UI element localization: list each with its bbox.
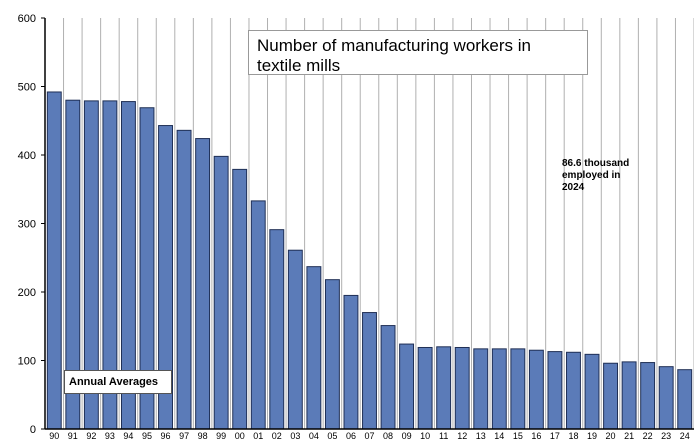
x-tick-label: 92 <box>86 431 96 439</box>
x-tick-label: 03 <box>290 431 300 439</box>
x-tick-label: 08 <box>383 431 393 439</box>
x-tick-label: 07 <box>364 431 374 439</box>
y-tick-label: 100 <box>18 356 36 368</box>
x-tick-label: 90 <box>49 431 59 439</box>
x-tick-label: 21 <box>624 431 634 439</box>
x-tick-label: 98 <box>198 431 208 439</box>
x-tick-label: 22 <box>643 431 653 439</box>
bar-01 <box>250 200 266 430</box>
bar-03 <box>287 249 303 430</box>
bar-12 <box>454 346 470 430</box>
bar-98 <box>195 138 211 430</box>
x-tick-label: 04 <box>309 431 319 439</box>
x-tick-label: 09 <box>402 431 412 439</box>
bar-24 <box>677 369 693 430</box>
legend-label: Annual Averages <box>64 370 172 394</box>
bar-14 <box>491 348 507 430</box>
x-tick-label: 19 <box>587 431 597 439</box>
y-tick-label: 600 <box>18 13 36 25</box>
x-tick-label: 91 <box>68 431 78 439</box>
y-tick-label: 300 <box>18 219 36 231</box>
bar-17 <box>547 351 563 430</box>
x-tick-label: 97 <box>179 431 189 439</box>
x-tick-label: 06 <box>346 431 356 439</box>
annotation-label: 86.6 thousand employed in 2024 <box>562 158 630 193</box>
bar-21 <box>621 361 637 430</box>
x-tick-label: 94 <box>123 431 133 439</box>
bar-09 <box>399 343 415 430</box>
x-tick-label: 24 <box>680 431 690 439</box>
bar-07 <box>362 312 377 430</box>
x-tick-label: 11 <box>439 431 448 439</box>
x-tick-label: 05 <box>327 431 337 439</box>
bar-22 <box>640 362 656 430</box>
bar-13 <box>473 348 489 430</box>
bar-05 <box>324 279 340 430</box>
y-tick-label: 200 <box>18 287 36 299</box>
x-tick-label: 99 <box>216 431 226 439</box>
bar-18 <box>566 351 581 430</box>
x-tick-label: 02 <box>272 431 282 439</box>
bar-00 <box>232 168 248 430</box>
bar-97 <box>176 129 192 430</box>
x-tick-label: 14 <box>494 431 504 439</box>
bar-04 <box>306 266 322 430</box>
x-tick-label: 93 <box>105 431 115 439</box>
x-tick-label: 15 <box>513 431 523 439</box>
bar-08 <box>380 325 396 430</box>
y-tick-label: 0 <box>30 424 36 436</box>
bar-02 <box>269 229 285 430</box>
bar-19 <box>584 353 600 430</box>
x-tick-label: 12 <box>457 431 467 439</box>
y-tick-label: 400 <box>18 150 36 162</box>
chart-title: Number of manufacturing workers in texti… <box>248 30 588 75</box>
bar-90 <box>46 91 62 430</box>
x-tick-label: 95 <box>142 431 152 439</box>
x-tick-label: 16 <box>531 431 541 439</box>
bar-10 <box>417 346 433 430</box>
x-tick-label: 23 <box>661 431 671 439</box>
x-tick-label: 20 <box>606 431 616 439</box>
x-tick-label: 10 <box>420 431 430 439</box>
bar-23 <box>658 366 674 430</box>
y-tick-label: 500 <box>18 82 36 94</box>
bar-99 <box>213 155 229 430</box>
x-tick-label: 17 <box>550 431 560 439</box>
bar-20 <box>603 362 619 430</box>
bar-16 <box>528 349 544 430</box>
bar-15 <box>510 348 526 430</box>
bar-11 <box>436 346 452 430</box>
x-tick-label: 96 <box>161 431 171 439</box>
x-tick-label: 18 <box>568 431 578 439</box>
bar-06 <box>343 294 359 430</box>
x-tick-label: 01 <box>253 431 263 439</box>
x-tick-label: 00 <box>235 431 245 439</box>
x-tick-label: 13 <box>476 431 486 439</box>
